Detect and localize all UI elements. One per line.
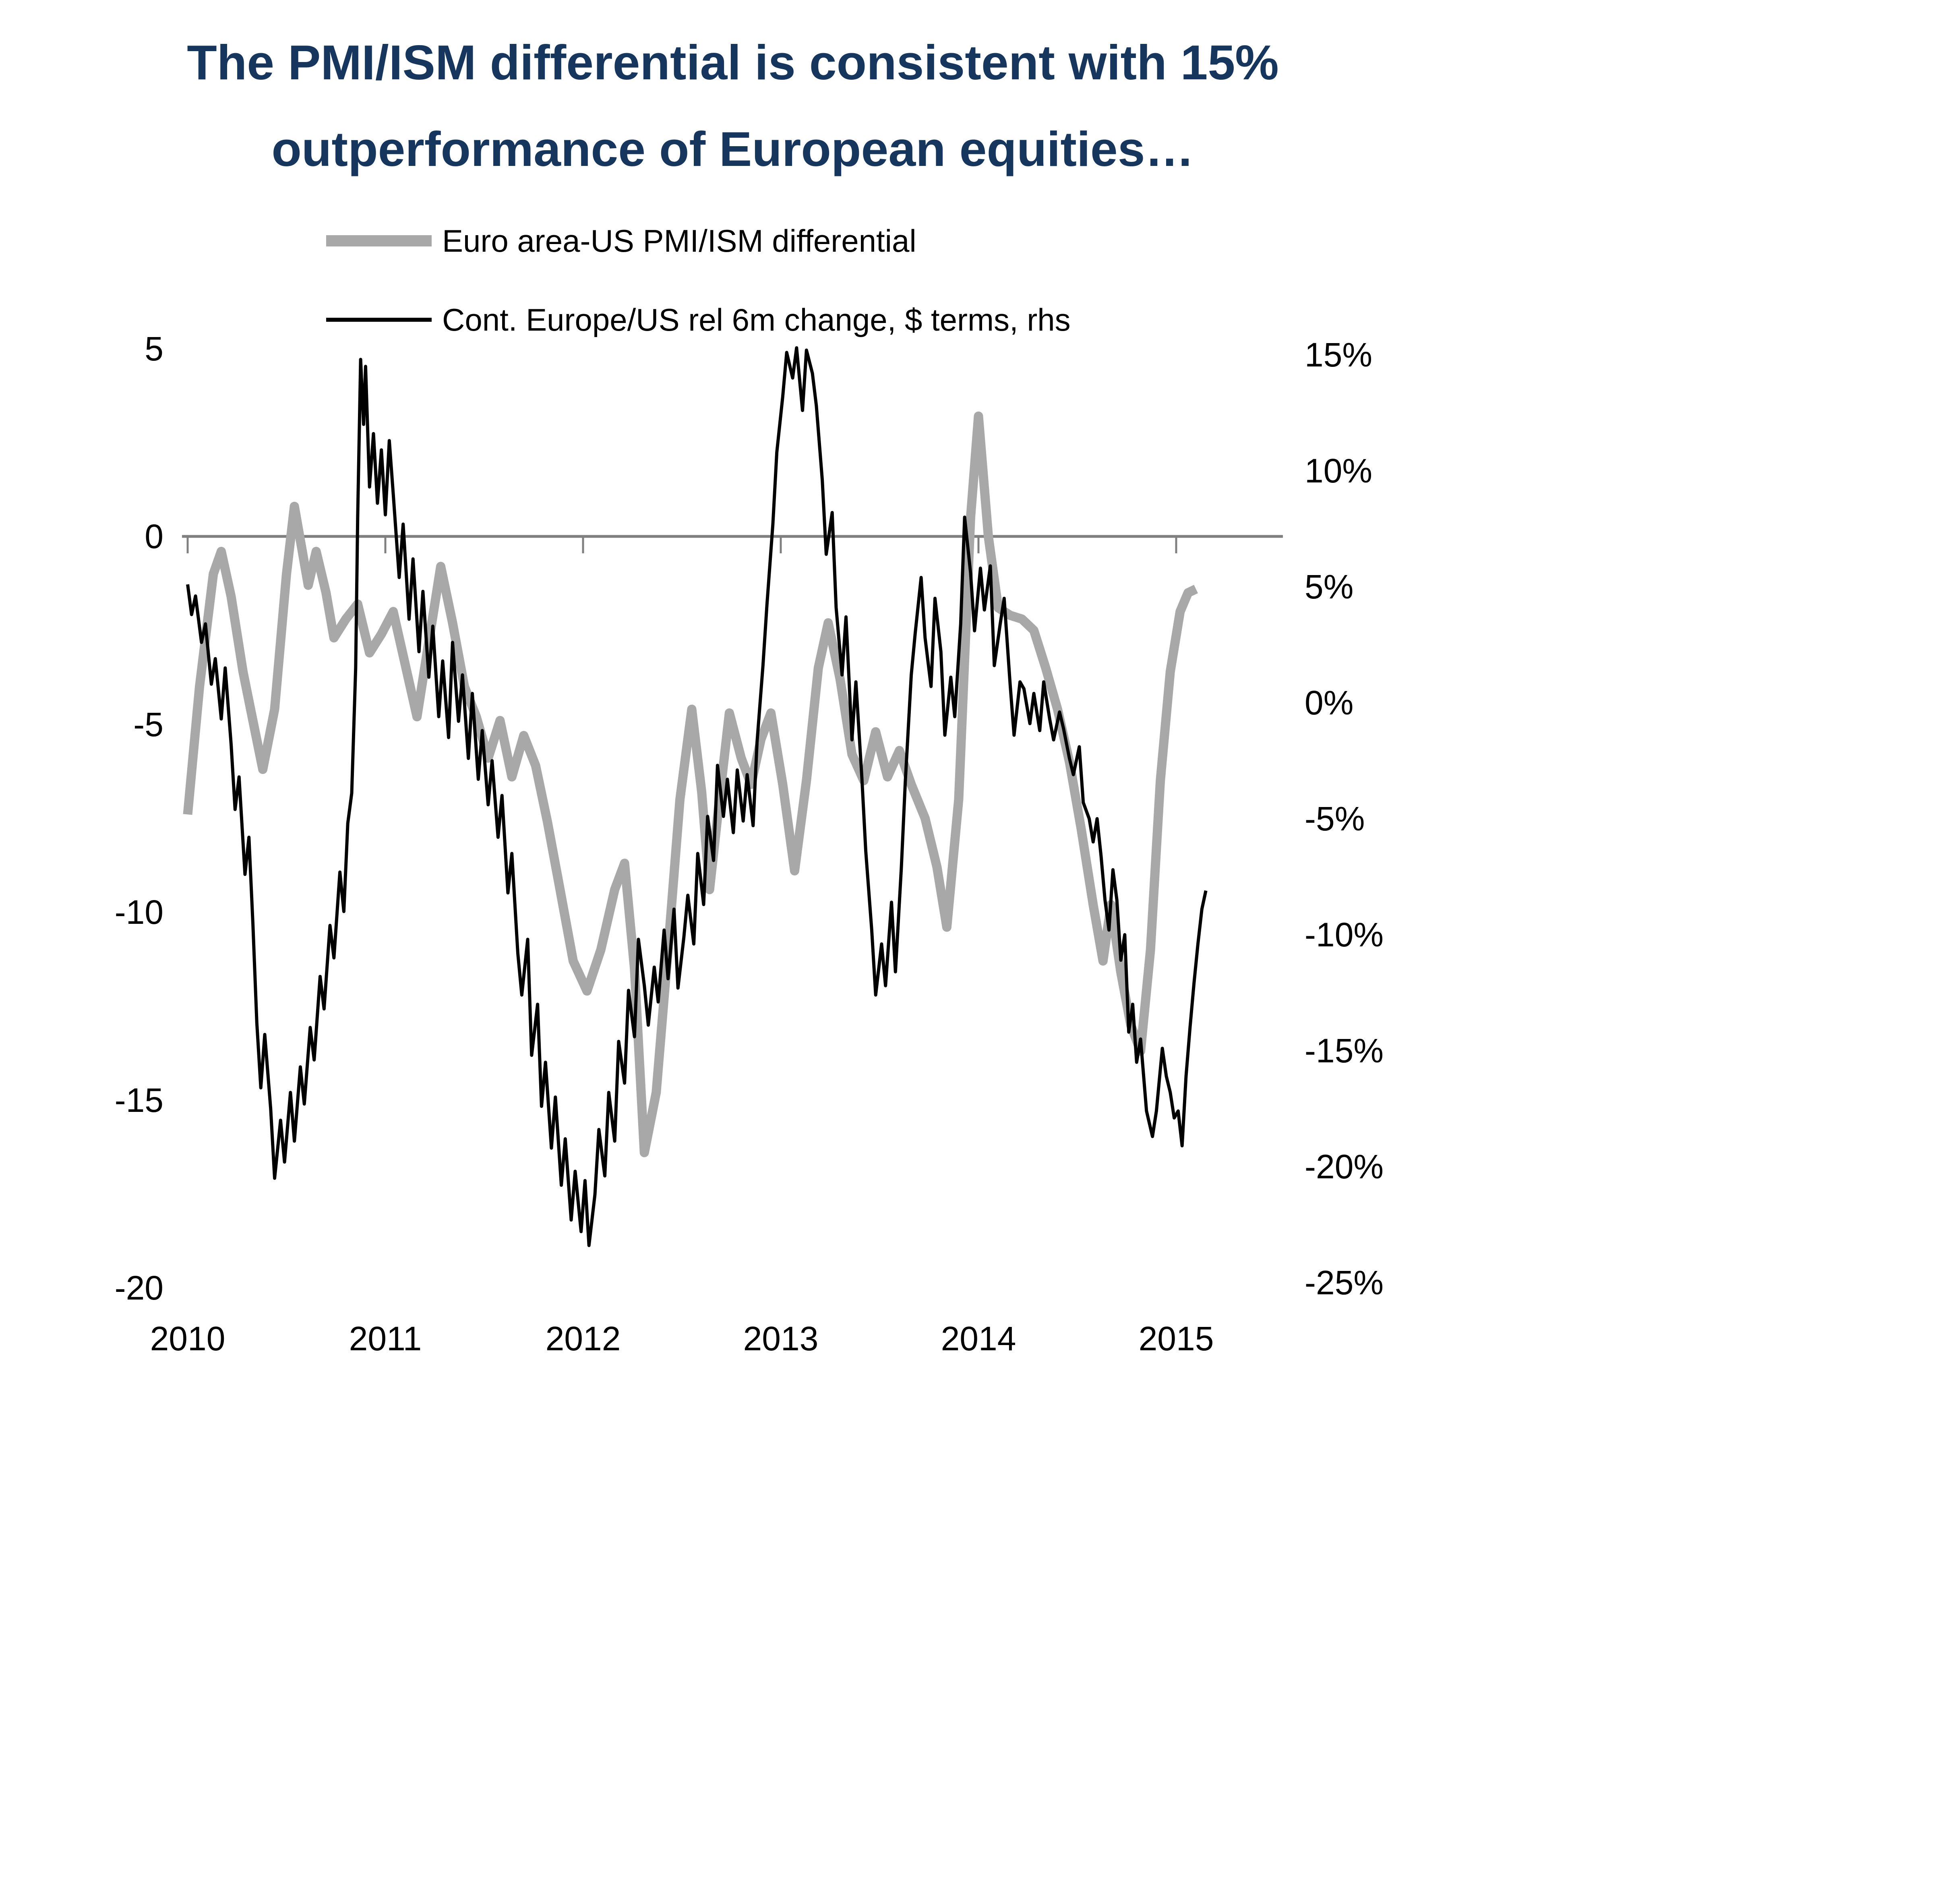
right-axis-tick-label: 10%	[1305, 452, 1373, 490]
x-axis-tick-label: 2011	[349, 1320, 422, 1358]
x-axis-tick-label: 2012	[545, 1320, 621, 1358]
right-axis-tick-label: -5%	[1305, 800, 1365, 838]
x-axis-tick-label: 2010	[150, 1320, 225, 1358]
left-axis-tick-label: -15	[114, 1081, 163, 1119]
series-line-1	[186, 346, 1208, 1247]
legend-item-rel-6m-change: Cont. Europe/US rel 6m change, $ terms, …	[326, 280, 1071, 359]
right-axis-tick-label: 5%	[1305, 568, 1354, 606]
left-axis-tick-label: -5	[133, 705, 163, 743]
left-axis-tick-label: 0	[145, 517, 163, 555]
legend-label-pmi-differential: Euro area-US PMI/ISM differential	[442, 223, 916, 259]
right-axis-tick-label: 0%	[1305, 684, 1354, 722]
right-axis-tick-label: 15%	[1305, 336, 1373, 374]
chart-title: The PMI/ISM differential is consistent w…	[81, 19, 1385, 192]
left-axis-tick-label: -20	[114, 1269, 163, 1307]
right-axis-tick-label: -10%	[1305, 916, 1384, 954]
chart-title-line1: The PMI/ISM differential is consistent w…	[187, 35, 1279, 90]
chart-title-line2: outperformance of European equities…	[271, 122, 1194, 176]
legend-item-pmi-differential: Euro area-US PMI/ISM differential	[326, 201, 1071, 280]
right-axis-tick-label: -20%	[1305, 1148, 1384, 1186]
left-axis-tick-label: 5	[145, 329, 163, 368]
gray-line-sample-icon	[326, 235, 432, 246]
right-axis-tick-label: -25%	[1305, 1264, 1384, 1302]
series-line-0	[183, 411, 1198, 1157]
legend: Euro area-US PMI/ISM differential Cont. …	[326, 201, 1071, 359]
left-axis-tick-label: -10	[114, 893, 163, 931]
legend-label-rel-6m-change: Cont. Europe/US rel 6m change, $ terms, …	[442, 302, 1071, 337]
black-line-sample-icon	[326, 318, 432, 322]
x-axis-tick-label: 2013	[743, 1320, 819, 1358]
x-axis-tick-label: 2014	[941, 1320, 1016, 1358]
right-axis-tick-label: -15%	[1305, 1032, 1384, 1070]
x-axis-tick-label: 2015	[1138, 1320, 1214, 1358]
